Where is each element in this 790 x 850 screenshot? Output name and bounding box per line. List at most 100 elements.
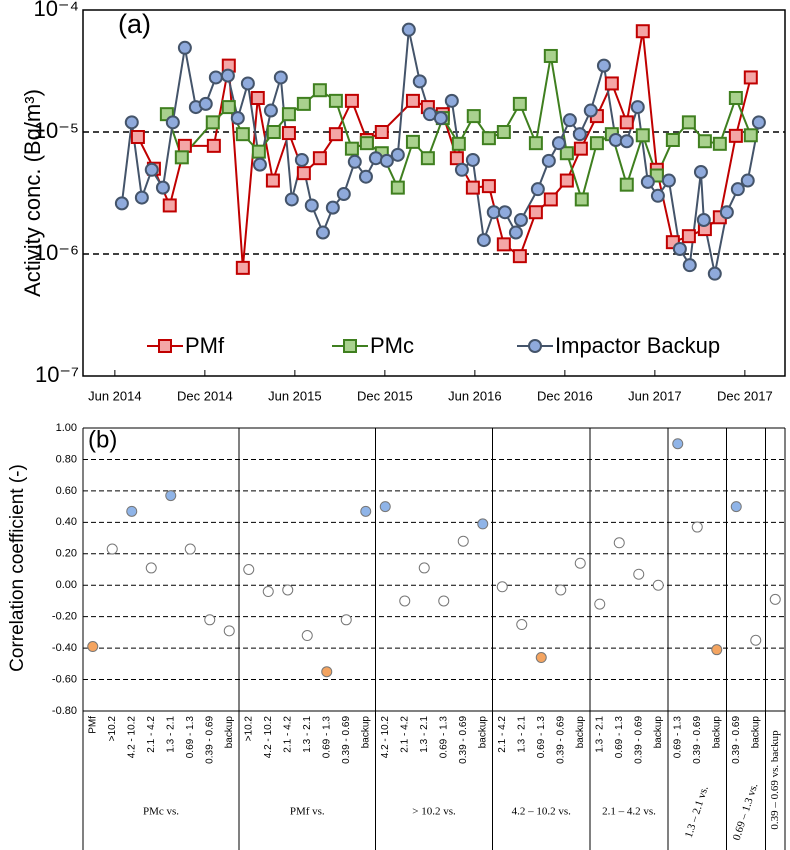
panel-label: (b) [88, 426, 117, 453]
marker [696, 212, 711, 227]
x-tick-label: backup [575, 716, 586, 749]
x-tick-label: 0.69 - 1.3 [321, 716, 332, 759]
marker [512, 249, 527, 264]
y-tick-label: 1.00 [56, 422, 77, 434]
marker [513, 212, 528, 227]
marker [635, 24, 650, 39]
marker [412, 74, 427, 89]
dot [418, 562, 430, 574]
series-layer [114, 22, 766, 281]
group-label: 0.69 – 1.3 vs. [731, 782, 761, 842]
marker [693, 165, 708, 180]
marker [344, 93, 359, 108]
marker [281, 126, 296, 141]
dot [633, 568, 645, 580]
plot-frame [82, 9, 786, 377]
marker [220, 68, 235, 83]
marker [528, 205, 543, 220]
marker [155, 180, 170, 195]
x-tick-label: Jun 2014 [88, 388, 142, 403]
x-tick-label: >10.2 [243, 716, 254, 742]
legend-marker [343, 339, 357, 353]
x-tick-label: Jun 2017 [628, 388, 682, 403]
marker [681, 115, 696, 130]
marker [573, 141, 588, 156]
marker [304, 198, 319, 213]
y-axis-label: Activity conc. (Bq/m³) [20, 89, 45, 297]
marker [273, 70, 288, 85]
marker [401, 22, 416, 37]
marker [205, 115, 220, 130]
x-tick-label: 2.1 - 4.2 [497, 716, 508, 753]
marker [328, 127, 343, 142]
marker [174, 150, 189, 165]
marker [589, 136, 604, 151]
marker [250, 90, 265, 105]
x-tick-label: 2.1 - 4.2 [282, 716, 293, 753]
dot [769, 593, 781, 605]
marker [379, 153, 394, 168]
x-tick-label: 0.39 - 0.69 [633, 716, 644, 764]
marker [528, 136, 543, 151]
marker [312, 83, 327, 98]
marker [358, 169, 373, 184]
x-tick-label: 2.1 - 4.2 [146, 716, 157, 753]
dot [652, 579, 664, 591]
x-tick-label: backup [711, 716, 722, 749]
marker [630, 100, 645, 115]
marker [390, 180, 405, 195]
marker [604, 76, 619, 91]
dot [438, 595, 450, 607]
dot [555, 584, 567, 596]
x-tick-label: Dec 2016 [537, 388, 593, 403]
dot [321, 666, 333, 678]
marker [344, 141, 359, 156]
marker [265, 173, 280, 188]
marker [751, 115, 766, 130]
marker [312, 151, 327, 166]
marker [420, 151, 435, 166]
dot [223, 625, 235, 637]
dot [516, 619, 528, 631]
y-tick-label: -0.40 [52, 642, 77, 654]
y-tick-label: -0.60 [52, 673, 77, 685]
marker [284, 192, 299, 207]
x-tick-label: Dec 2017 [717, 388, 773, 403]
marker [574, 192, 589, 207]
x-tick-label: 4.2 - 10.2 [263, 716, 274, 759]
x-tick-label: 0.69 - 1.3 [536, 716, 547, 759]
legend-label: Impactor Backup [555, 333, 720, 358]
marker [497, 205, 512, 220]
marker [508, 225, 523, 240]
x-tick-label: Jun 2016 [448, 388, 502, 403]
x-tick-label: 0.39 - 0.69 [341, 716, 352, 764]
x-tick-label: 1.3 - 2.1 [165, 716, 176, 753]
marker [559, 146, 574, 161]
marker [572, 127, 587, 142]
marker [583, 103, 598, 118]
dot [126, 505, 138, 517]
marker [681, 229, 696, 244]
marker [114, 196, 129, 211]
legend-label: PMc [370, 333, 414, 358]
marker [650, 188, 665, 203]
marker [336, 187, 351, 202]
marker [328, 93, 343, 108]
marker [672, 241, 687, 256]
y-tick-label: 0.00 [56, 579, 77, 591]
x-tick-label: Jun 2015 [268, 388, 322, 403]
group-label: 1.3 – 2.1 vs. [683, 784, 711, 839]
dot [750, 634, 762, 646]
dot [691, 521, 703, 533]
marker [640, 174, 655, 189]
x-tick-label: backup [224, 716, 235, 749]
marker [433, 111, 448, 126]
marker [144, 162, 159, 177]
marker [235, 127, 250, 142]
x-tick-label: 0.69 - 1.3 [185, 716, 196, 759]
marker [728, 90, 743, 105]
dot [145, 562, 157, 574]
x-tick-label: Dec 2014 [177, 388, 233, 403]
marker [124, 115, 139, 130]
marker [444, 93, 459, 108]
